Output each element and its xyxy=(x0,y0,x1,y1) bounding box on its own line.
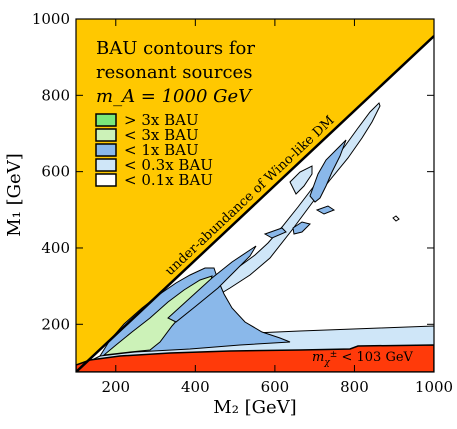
y-axis-title: M₁ [GeV] xyxy=(4,153,25,236)
x-tick-label: 600 xyxy=(261,378,290,396)
title-line-3: m_A = 1000 GeV xyxy=(96,86,253,107)
x-tick-label: 800 xyxy=(340,378,369,396)
y-tick-label: 1000 xyxy=(32,10,70,28)
contour-spot-d xyxy=(309,139,347,203)
chargino-sub: χ xyxy=(323,358,330,368)
x-tick-label: 200 xyxy=(101,378,130,396)
plot-frame xyxy=(75,18,435,373)
x-axis-ticks: 200 400 600 800 1000 xyxy=(101,19,453,396)
x-axis-title: M₂ [GeV] xyxy=(213,397,296,418)
contour-spot-a xyxy=(263,227,287,239)
legend-label: < 0.3x BAU xyxy=(124,156,213,174)
chargino-rest: < 103 GeV xyxy=(337,350,413,365)
legend-swatch xyxy=(95,173,117,187)
x-tick-label: 400 xyxy=(181,378,210,396)
diagonal-boundary xyxy=(76,35,434,372)
legend-label: < 3x BAU xyxy=(124,126,199,144)
chargino-sup: ± xyxy=(330,350,338,360)
y-tick-label: 400 xyxy=(41,239,70,257)
legend-swatch xyxy=(95,158,117,172)
title-line-2: resonant sources xyxy=(96,62,252,83)
legend-swatch xyxy=(95,143,117,157)
wino-underabundance-region xyxy=(76,19,434,372)
legend: > 3x BAU< 3x BAU< 1x BAU< 0.3x BAU< 0.1x… xyxy=(95,111,213,189)
legend-label: < 0.1x BAU xyxy=(124,171,213,189)
x-tick-label: 1000 xyxy=(415,378,453,396)
contour-spot-e xyxy=(392,215,400,222)
contour-spot-b xyxy=(292,221,311,235)
contour-0.3x-tail-upper xyxy=(289,165,313,195)
plot-area xyxy=(76,19,434,372)
legend-label: > 3x BAU xyxy=(124,111,199,129)
legend-swatch xyxy=(95,113,117,127)
y-tick-label: 800 xyxy=(41,86,70,104)
legend-label: < 1x BAU xyxy=(124,141,199,159)
chargino-prefix: m xyxy=(312,350,324,365)
y-tick-label: 600 xyxy=(41,163,70,181)
y-tick-label: 200 xyxy=(41,315,70,333)
chargino-annotation: mχ± < 103 GeV xyxy=(312,350,414,368)
legend-swatch xyxy=(95,128,117,142)
title-line-1: BAU contours for xyxy=(96,38,255,59)
contour-1x-bau-sliver xyxy=(167,245,257,323)
contour-spot-c xyxy=(315,205,336,215)
y-axis-ticks: 200 400 600 800 1000 xyxy=(32,10,434,333)
